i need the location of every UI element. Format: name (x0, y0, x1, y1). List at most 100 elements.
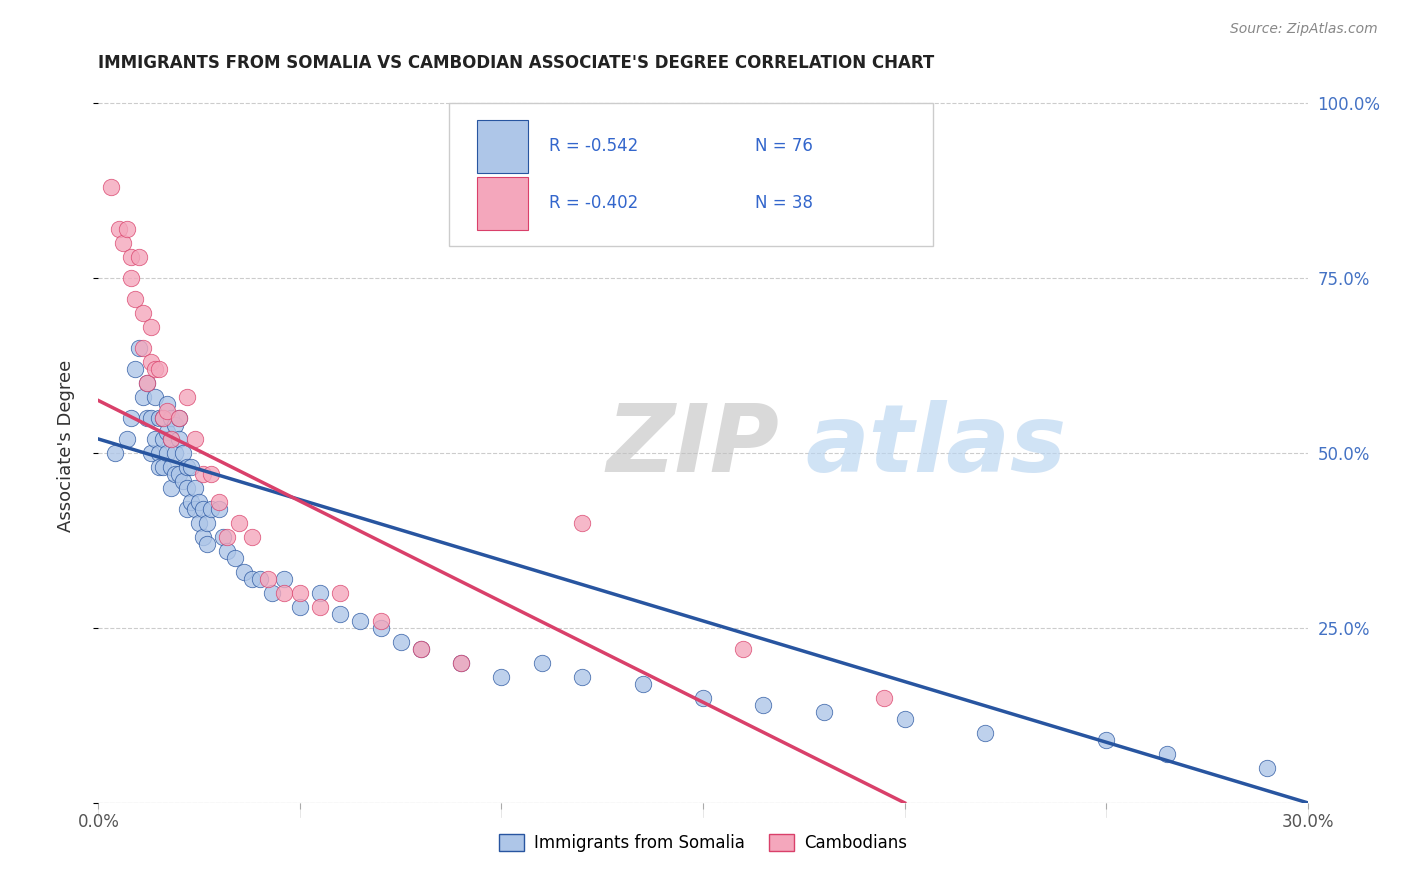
Point (571, 516, 593, 530)
Point (240, 572, 263, 586)
Point (193, 467, 215, 481)
Point (148, 411, 170, 425)
Point (172, 474, 194, 488)
Point (160, 432, 183, 446)
Point (1095, 732, 1118, 747)
Point (184, 502, 207, 516)
Point (232, 565, 254, 579)
Text: IMMIGRANTS FROM SOMALIA VS CAMBODIAN ASSOCIATE'S DEGREE CORRELATION CHART: IMMIGRANTS FROM SOMALIA VS CAMBODIAN ASS… (98, 54, 935, 72)
Point (349, 614, 371, 628)
Point (152, 411, 174, 425)
Point (152, 411, 174, 425)
Point (893, 712, 915, 726)
Point (156, 446, 179, 460)
Point (256, 572, 278, 586)
Point (143, 390, 166, 404)
Point (135, 411, 157, 425)
Point (631, 677, 654, 691)
Point (148, 460, 170, 475)
Text: Source: ZipAtlas.com: Source: ZipAtlas.com (1230, 22, 1378, 37)
Point (132, 341, 155, 355)
Point (152, 432, 174, 446)
Point (329, 586, 352, 600)
Legend: Immigrants from Somalia, Cambodians: Immigrants from Somalia, Cambodians (492, 827, 914, 859)
Point (167, 432, 190, 446)
Point (249, 572, 271, 586)
Point (176, 390, 198, 404)
Y-axis label: Associate's Degree: Associate's Degree (56, 359, 75, 533)
Point (115, 432, 138, 446)
Point (143, 432, 166, 446)
Point (100, 180, 122, 194)
Point (120, 411, 142, 425)
Point (450, 656, 472, 670)
Point (180, 460, 202, 475)
Point (135, 376, 157, 390)
Point (103, 446, 125, 460)
Point (193, 502, 215, 516)
Point (309, 586, 332, 600)
Point (163, 417, 186, 432)
Point (208, 502, 231, 516)
Point (139, 320, 162, 334)
Point (450, 656, 472, 670)
Point (273, 572, 295, 586)
Point (120, 271, 142, 285)
Point (260, 586, 283, 600)
Point (167, 411, 190, 425)
Point (148, 446, 170, 460)
Point (160, 481, 183, 495)
Point (212, 530, 235, 544)
Point (370, 614, 392, 628)
Point (217, 530, 239, 544)
Point (240, 530, 263, 544)
Point (571, 670, 593, 684)
Text: atlas: atlas (806, 400, 1067, 492)
Point (195, 537, 218, 551)
Point (160, 432, 183, 446)
Point (193, 530, 215, 544)
Point (128, 250, 150, 264)
Point (813, 705, 835, 719)
Text: R = -0.542: R = -0.542 (550, 137, 638, 155)
Point (152, 460, 174, 475)
Point (167, 411, 190, 425)
Point (200, 467, 222, 481)
Point (163, 446, 186, 460)
Point (132, 306, 155, 320)
Point (184, 481, 207, 495)
Point (107, 222, 129, 236)
Point (288, 599, 311, 614)
Point (115, 222, 138, 236)
Point (156, 397, 179, 411)
Text: R = -0.402: R = -0.402 (550, 194, 638, 212)
Point (491, 670, 513, 684)
Point (120, 250, 142, 264)
Point (156, 425, 179, 439)
Point (139, 411, 162, 425)
Point (139, 446, 162, 460)
Point (1156, 747, 1178, 761)
Point (180, 495, 202, 509)
Text: N = 76: N = 76 (755, 137, 813, 155)
FancyBboxPatch shape (477, 177, 527, 230)
Point (124, 362, 146, 376)
Point (132, 390, 155, 404)
Point (530, 656, 553, 670)
Point (143, 362, 166, 376)
Point (128, 341, 150, 355)
Point (167, 467, 190, 481)
Point (176, 460, 198, 475)
Point (135, 376, 157, 390)
Point (208, 495, 231, 509)
Point (188, 495, 211, 509)
Point (309, 599, 332, 614)
Text: ZIP: ZIP (606, 400, 779, 492)
Point (148, 362, 170, 376)
Point (124, 292, 146, 306)
Point (409, 641, 432, 656)
Point (184, 432, 207, 446)
Point (160, 460, 183, 475)
Point (752, 698, 775, 712)
Point (172, 446, 194, 460)
